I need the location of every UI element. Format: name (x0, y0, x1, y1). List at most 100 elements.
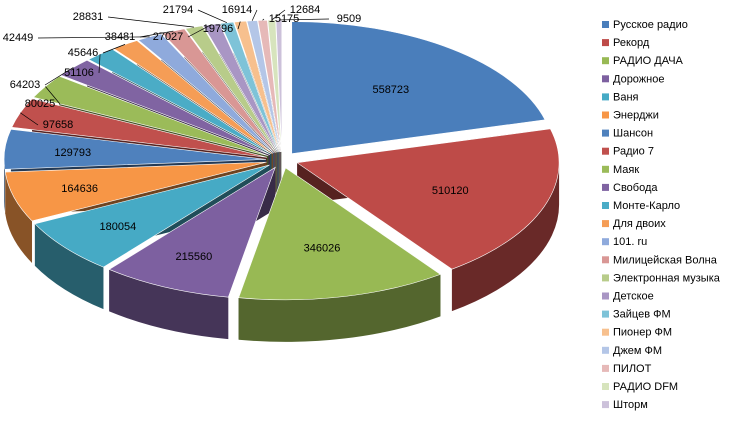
leader-line-маяк (45, 86, 61, 105)
pie-tops (3, 19, 560, 301)
data-label-пилот: 15175 (269, 13, 300, 25)
legend-swatch-зайцев-фм (602, 310, 609, 318)
legend-label-рекорд: Рекорд (613, 37, 650, 49)
slice-детское (202, 23, 279, 153)
data-label-детское: 27027 (153, 31, 184, 43)
legend-swatch-шансон (602, 129, 609, 137)
legend-label-для-двоих: Для двоих (613, 218, 666, 230)
legend-swatch-энерджи (602, 111, 609, 119)
slice-wall-ваня (34, 223, 104, 310)
legend-label-шансон: Шансон (613, 128, 653, 140)
legend-label-маяк: Маяк (613, 164, 639, 176)
legend-label-джем-фм: Джем ФМ (613, 345, 662, 357)
data-label-радио-7: 97658 (43, 119, 74, 131)
legend-swatch-милицейская-волна (602, 256, 609, 264)
legend-label-дорожное: Дорожное (613, 73, 664, 85)
data-label-милицейская-волна: 38481 (105, 31, 136, 43)
legend-label-энерджи: Энерджи (613, 110, 659, 122)
leader-line-детское (187, 24, 212, 38)
legend-swatch-ваня (602, 93, 609, 101)
slice-энерджи (4, 161, 267, 222)
data-label-энерджи: 164636 (61, 183, 98, 195)
data-label-свобода: 64203 (10, 79, 41, 91)
leader-line-101-ru (37, 36, 150, 39)
leader-line-милицейская-волна (139, 30, 174, 38)
data-label-маяк: 80025 (25, 98, 56, 110)
legend-label-радио-7: Радио 7 (613, 146, 654, 158)
legend-swatch-джем-фм (602, 346, 609, 354)
leader-line-шторм (278, 18, 330, 21)
data-label-рекорд: 510120 (432, 185, 469, 197)
data-label-дорожное: 215560 (176, 251, 213, 263)
legend-label-монте-карло: Монте-Карло (613, 200, 680, 212)
data-label-радио-дача: 346026 (304, 243, 341, 255)
pie-data-labels: 558723 510120 346026 215560 180054 164636 1297… (3, 4, 469, 263)
legend-label-шторм: Шторм (613, 399, 648, 411)
data-label-шансон: 129793 (54, 147, 91, 159)
data-label-русское-радио: 558723 (372, 84, 409, 96)
slice-wall-рекорд (451, 162, 560, 312)
slice-русское-радио (291, 21, 546, 154)
legend-swatch-радио-dfm (602, 383, 609, 390)
legend-swatch-для-двоих (602, 220, 609, 228)
legend-swatch-русское-радио (602, 21, 609, 28)
leader-line-зайцев-фм (197, 9, 228, 24)
legend-label-пилот: ПИЛОТ (613, 363, 652, 375)
leader-line-свобода (44, 67, 74, 86)
leader-line-джем-фм (251, 9, 258, 21)
legend-swatch-пионер-фм (602, 328, 609, 336)
legend-label-детское: Детское (613, 291, 654, 303)
legend-label-101-ru: 101. ru (613, 236, 647, 248)
legend-swatch-рекорд (602, 39, 609, 47)
data-label-для-двоих: 45646 (68, 47, 99, 59)
data-label-ваня: 180054 (100, 221, 137, 233)
legend-label-электронная-музыка: Электронная музыка (613, 272, 721, 284)
legend-label-свобода: Свобода (613, 182, 658, 194)
legend-swatch-дорожное (602, 75, 609, 83)
slice-радио-дача (238, 167, 442, 301)
leader-line-радио-dfm (271, 9, 286, 21)
legend-swatch-монте-карло (602, 202, 609, 209)
legend-label-ваня: Ваня (613, 91, 639, 103)
legend-label-радио-дача: РАДИО ДАЧА (613, 55, 684, 67)
legend-swatch-маяк (602, 165, 609, 173)
slice-радио-dfm (267, 19, 282, 152)
slice-wall-дорожное (109, 269, 229, 340)
leader-line-для-двоих (102, 44, 126, 54)
data-label-пионер-фм: 19796 (203, 23, 234, 35)
data-label-радио-dfm: 12684 (290, 4, 321, 16)
leader-line-пионер-фм (237, 21, 241, 30)
data-label-электронная-музыка: 28831 (73, 11, 104, 23)
legend-swatch-пилот (602, 364, 609, 372)
data-label-зайцев-фм: 21794 (163, 4, 194, 16)
leader-line-электронная-музыка (107, 16, 194, 28)
slice-милицейская-волна (162, 28, 276, 153)
leader-line-радио-7 (20, 112, 39, 126)
pie-leader-lines (20, 9, 330, 126)
legend-swatch-шторм (602, 401, 609, 409)
legend-swatch-101-ru (602, 238, 609, 246)
legend-label-зайцев-фм: Зайцев ФМ (613, 309, 671, 321)
legend-swatch-радио-7 (602, 147, 609, 155)
slice-дорожное (108, 166, 276, 298)
legend-label-милицейская-волна: Милицейская Волна (613, 254, 718, 266)
legend-swatch-электронная-музыка (602, 274, 609, 282)
data-label-джем-фм: 16914 (222, 4, 253, 16)
legend-swatch-свобода (602, 183, 609, 191)
leader-line-монте-карло (98, 54, 101, 74)
slice-ваня (34, 164, 270, 268)
data-label-монте-карло: 51106 (64, 67, 94, 79)
slice-электронная-музыка (185, 25, 278, 153)
legend-swatch-детское (602, 292, 609, 300)
legend-label-пионер-фм: Пионер ФМ (613, 327, 672, 339)
data-label-шторм: 9509 (337, 13, 361, 25)
data-label-101-ru: 42449 (3, 32, 34, 44)
legend-label-русское-радио: Русское радио (613, 19, 688, 31)
legend-label-радио-dfm: РАДИО DFM (613, 381, 678, 393)
slice-рекорд (296, 128, 560, 270)
legend: Русское радио Рекорд РАДИО ДАЧА Дорожное Ван… (602, 19, 721, 411)
slice-wall-радио-дача (238, 274, 441, 342)
legend-swatch-радио-дача (602, 57, 609, 65)
slice-wall-шансон (4, 159, 5, 212)
